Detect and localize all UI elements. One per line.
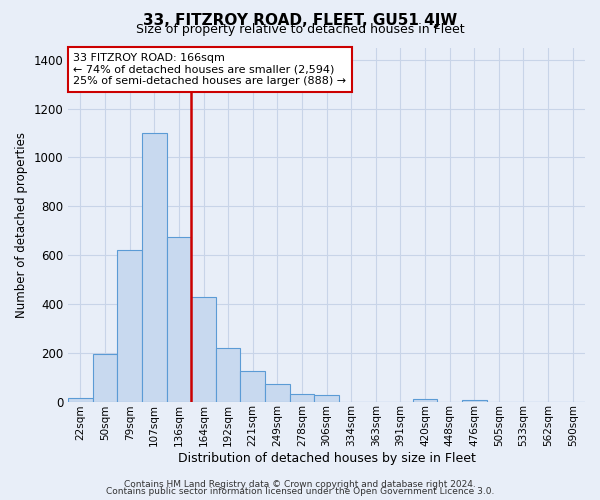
Bar	[413, 399, 437, 402]
Bar	[93, 354, 118, 402]
Text: Contains public sector information licensed under the Open Government Licence 3.: Contains public sector information licen…	[106, 488, 494, 496]
X-axis label: Distribution of detached houses by size in Fleet: Distribution of detached houses by size …	[178, 452, 476, 465]
Y-axis label: Number of detached properties: Number of detached properties	[15, 132, 28, 318]
Bar	[68, 398, 93, 402]
Bar	[462, 400, 487, 402]
Bar	[290, 394, 314, 402]
Bar	[314, 396, 339, 402]
Text: Size of property relative to detached houses in Fleet: Size of property relative to detached ho…	[136, 22, 464, 36]
Text: 33, FITZROY ROAD, FLEET, GU51 4JW: 33, FITZROY ROAD, FLEET, GU51 4JW	[143, 12, 457, 28]
Bar	[118, 250, 142, 402]
Bar	[241, 371, 265, 402]
Bar	[142, 133, 167, 402]
Bar	[265, 384, 290, 402]
Bar	[167, 236, 191, 402]
Text: 33 FITZROY ROAD: 166sqm
← 74% of detached houses are smaller (2,594)
25% of semi: 33 FITZROY ROAD: 166sqm ← 74% of detache…	[73, 53, 346, 86]
Text: Contains HM Land Registry data © Crown copyright and database right 2024.: Contains HM Land Registry data © Crown c…	[124, 480, 476, 489]
Bar	[191, 296, 216, 402]
Bar	[216, 348, 241, 402]
